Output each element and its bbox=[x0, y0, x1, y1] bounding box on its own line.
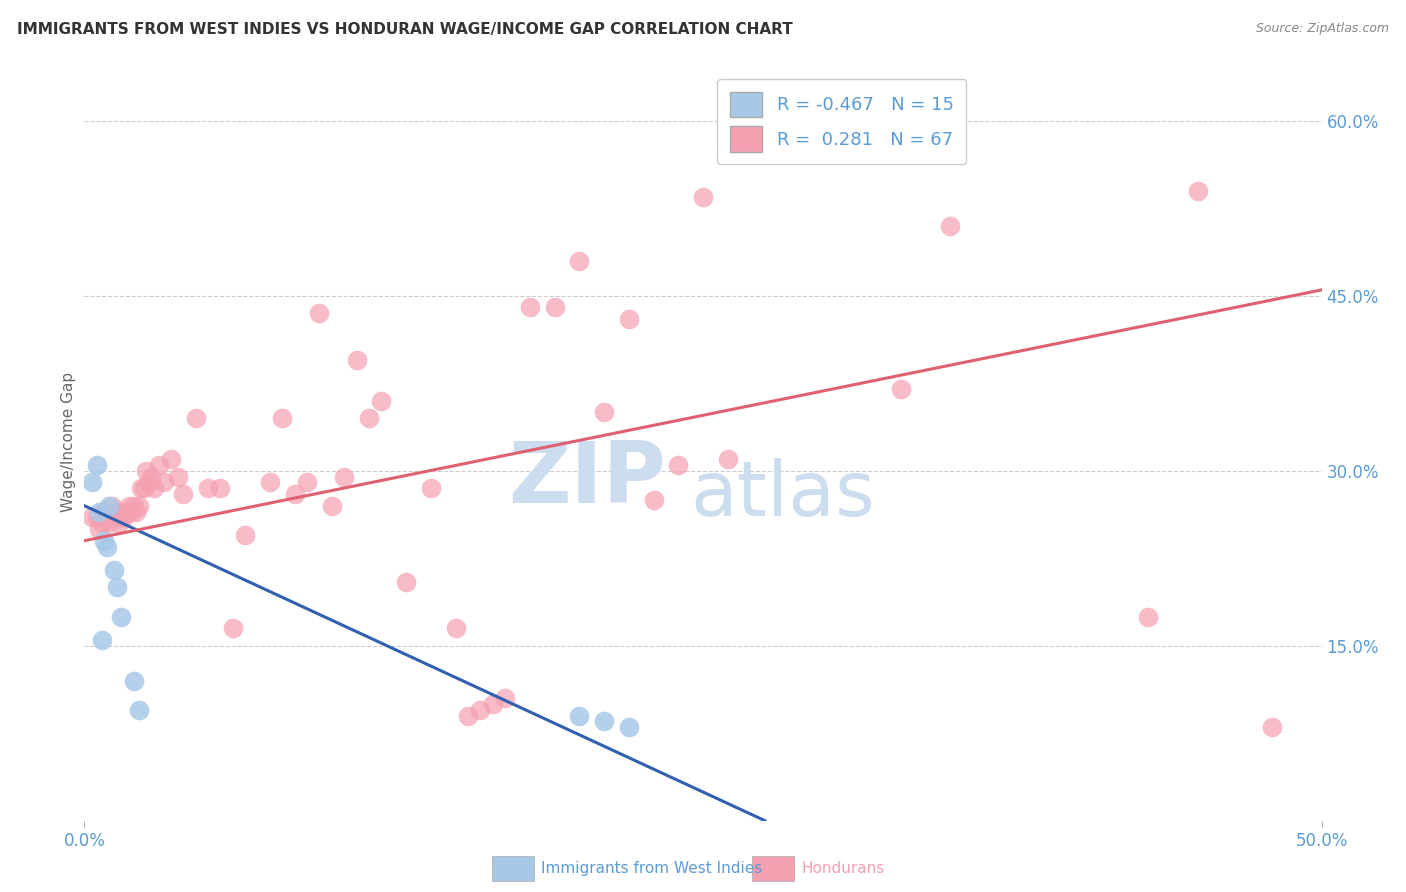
Point bbox=[86, 510, 108, 524]
Point bbox=[129, 481, 152, 495]
Point bbox=[96, 540, 118, 554]
Text: Immigrants from West Indies: Immigrants from West Indies bbox=[541, 862, 762, 876]
Point bbox=[593, 714, 616, 729]
Point bbox=[643, 492, 665, 507]
Point bbox=[357, 411, 380, 425]
Point bbox=[321, 499, 343, 513]
Point bbox=[125, 504, 148, 518]
Point bbox=[160, 452, 183, 467]
Point bbox=[148, 458, 170, 472]
Point bbox=[666, 458, 689, 472]
Point bbox=[118, 499, 141, 513]
Point bbox=[128, 499, 150, 513]
Point bbox=[100, 499, 122, 513]
Point bbox=[103, 504, 125, 518]
Point bbox=[284, 487, 307, 501]
Point bbox=[717, 452, 740, 467]
Point bbox=[98, 516, 121, 531]
Point bbox=[271, 411, 294, 425]
Point bbox=[593, 405, 616, 419]
Text: atlas: atlas bbox=[690, 458, 876, 532]
Point bbox=[295, 475, 318, 490]
Point bbox=[568, 253, 591, 268]
Point bbox=[259, 475, 281, 490]
Point bbox=[481, 697, 503, 711]
Point bbox=[110, 504, 132, 518]
Text: Hondurans: Hondurans bbox=[801, 862, 884, 876]
Point bbox=[103, 563, 125, 577]
Point bbox=[90, 516, 112, 531]
Point bbox=[93, 533, 115, 548]
Point bbox=[1137, 609, 1160, 624]
Point bbox=[419, 481, 441, 495]
Point bbox=[132, 481, 155, 495]
Point bbox=[98, 499, 121, 513]
Point bbox=[470, 703, 492, 717]
Point bbox=[128, 703, 150, 717]
Text: Source: ZipAtlas.com: Source: ZipAtlas.com bbox=[1256, 22, 1389, 36]
Point bbox=[105, 504, 128, 518]
Point bbox=[890, 382, 912, 396]
Point bbox=[96, 510, 118, 524]
Point bbox=[122, 673, 145, 688]
Point bbox=[110, 510, 132, 524]
Point bbox=[1261, 720, 1284, 734]
Point bbox=[89, 522, 111, 536]
Point bbox=[617, 720, 640, 734]
Y-axis label: Wage/Income Gap: Wage/Income Gap bbox=[60, 371, 76, 512]
Point bbox=[197, 481, 219, 495]
Point bbox=[138, 475, 160, 490]
Point bbox=[105, 580, 128, 594]
Point bbox=[308, 306, 330, 320]
Point bbox=[86, 458, 108, 472]
Point bbox=[370, 393, 392, 408]
Point bbox=[1187, 184, 1209, 198]
Point bbox=[184, 411, 207, 425]
Point bbox=[141, 469, 163, 483]
Text: ZIP: ZIP bbox=[508, 438, 666, 521]
Point bbox=[395, 574, 418, 589]
Point bbox=[543, 301, 565, 315]
Text: IMMIGRANTS FROM WEST INDIES VS HONDURAN WAGE/INCOME GAP CORRELATION CHART: IMMIGRANTS FROM WEST INDIES VS HONDURAN … bbox=[17, 22, 793, 37]
Point bbox=[172, 487, 194, 501]
Point bbox=[110, 609, 132, 624]
Point bbox=[444, 621, 467, 635]
Point bbox=[222, 621, 245, 635]
Point bbox=[80, 510, 103, 524]
Legend: R = -0.467   N = 15, R =  0.281   N = 67: R = -0.467 N = 15, R = 0.281 N = 67 bbox=[717, 79, 966, 164]
Point bbox=[939, 219, 962, 233]
Point bbox=[494, 691, 516, 706]
Point bbox=[93, 504, 115, 518]
Point bbox=[115, 504, 138, 518]
Point bbox=[568, 708, 591, 723]
Point bbox=[233, 528, 256, 542]
Point bbox=[167, 469, 190, 483]
Point bbox=[108, 516, 131, 531]
Point bbox=[209, 481, 232, 495]
Point bbox=[617, 312, 640, 326]
Point bbox=[692, 189, 714, 203]
Point bbox=[333, 469, 356, 483]
Point bbox=[112, 510, 135, 524]
Point bbox=[122, 499, 145, 513]
Point bbox=[346, 352, 368, 367]
Point bbox=[135, 464, 157, 478]
Point bbox=[120, 504, 142, 518]
Point bbox=[519, 301, 541, 315]
Point bbox=[90, 632, 112, 647]
Point bbox=[152, 475, 174, 490]
Point bbox=[89, 504, 111, 518]
Point bbox=[142, 481, 165, 495]
Point bbox=[457, 708, 479, 723]
Point bbox=[80, 475, 103, 490]
